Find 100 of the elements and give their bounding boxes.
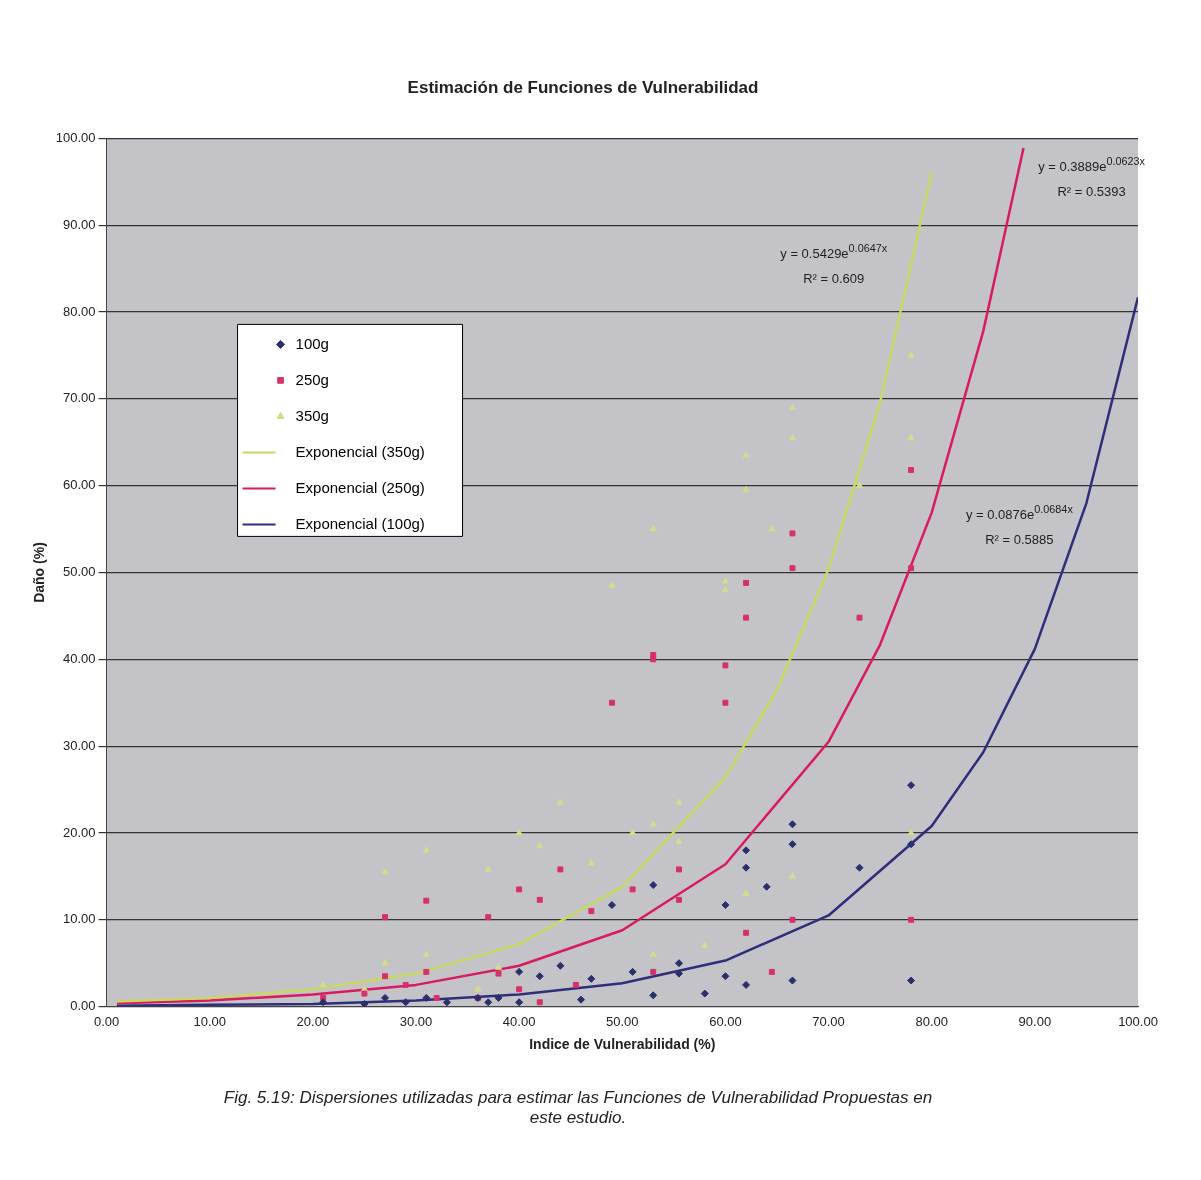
point — [587, 859, 595, 866]
point — [650, 656, 657, 663]
x-tick-label: 80.00 — [915, 1013, 948, 1029]
point — [675, 959, 684, 968]
point — [433, 994, 440, 1001]
point — [855, 481, 864, 488]
point — [516, 986, 523, 993]
point — [649, 525, 657, 532]
point — [856, 614, 863, 621]
x-tick-label: 100.00 — [1118, 1013, 1158, 1029]
point — [650, 968, 657, 975]
x-tick-label: 50.00 — [606, 1013, 639, 1029]
point — [742, 889, 750, 896]
legend-label: 350g — [295, 406, 329, 424]
x-axis-title: Indice de Vulnerabilidad (%) — [529, 1036, 716, 1053]
point — [484, 865, 492, 872]
point — [423, 897, 430, 904]
legend-label: 250g — [295, 370, 329, 388]
x-tick-label: 40.00 — [502, 1013, 536, 1029]
point — [494, 993, 503, 1002]
y-tick-label: 90.00 — [63, 216, 96, 232]
point — [675, 837, 683, 844]
point — [743, 929, 750, 936]
y-tick-label: 30.00 — [63, 737, 96, 753]
point — [721, 901, 730, 910]
point — [855, 863, 864, 872]
point — [907, 828, 915, 836]
point — [402, 981, 409, 988]
point — [556, 961, 565, 970]
point — [361, 990, 368, 997]
point — [319, 980, 327, 988]
point — [907, 351, 915, 358]
point — [768, 968, 775, 975]
point — [536, 896, 543, 903]
point — [907, 976, 916, 985]
point — [422, 993, 431, 1002]
point — [556, 798, 564, 805]
point — [788, 403, 796, 410]
x-tick-label: 70.00 — [812, 1013, 845, 1029]
point — [789, 565, 796, 572]
legend-label: Exponencial (350g) — [295, 442, 425, 460]
point — [789, 916, 796, 923]
point — [515, 998, 524, 1007]
x-tick-label: 20.00 — [296, 1013, 330, 1029]
caption: Fig. 5.19: Dispersiones utilizadas para estimar las Funciones de Vulnerabilidad Propuestas en este estudio. — [222, 1088, 934, 1128]
y-tick-label: 20.00 — [63, 824, 96, 840]
y-tick-label: 50.00 — [63, 564, 96, 580]
point — [360, 1000, 369, 1007]
point — [557, 866, 564, 873]
point — [515, 967, 524, 976]
point — [422, 950, 430, 957]
point — [722, 662, 729, 669]
point — [743, 579, 750, 586]
y-axis-title: Daño (%) — [31, 542, 48, 603]
x-tick-label: 90.00 — [1018, 1013, 1052, 1029]
point — [401, 998, 410, 1007]
y-tick-label: 10.00 — [63, 911, 96, 927]
point — [788, 433, 796, 441]
point — [608, 699, 615, 706]
point — [676, 866, 682, 873]
point — [722, 699, 729, 706]
point — [572, 981, 579, 988]
point — [907, 433, 915, 441]
point — [422, 846, 430, 853]
point — [515, 828, 523, 836]
point — [628, 967, 637, 976]
point — [788, 820, 797, 829]
point — [494, 963, 503, 970]
point — [649, 950, 657, 957]
point — [908, 916, 915, 923]
point — [908, 565, 915, 572]
point — [495, 970, 502, 977]
point — [788, 976, 797, 985]
point — [516, 886, 523, 893]
point — [381, 868, 389, 875]
x-tick-label: 0.00 — [93, 1013, 120, 1029]
point — [535, 972, 544, 981]
point — [762, 882, 771, 891]
point — [789, 530, 796, 537]
point — [442, 998, 451, 1007]
point — [788, 840, 797, 849]
x-tick-label: 10.00 — [193, 1013, 226, 1029]
y-tick-label: 80.00 — [63, 303, 96, 319]
point — [742, 980, 751, 989]
point — [788, 872, 796, 879]
point — [742, 451, 750, 458]
point — [577, 995, 586, 1004]
point — [908, 467, 915, 474]
point — [649, 820, 657, 827]
x-tick-label: 60.00 — [709, 1013, 742, 1029]
point — [608, 581, 616, 588]
point — [607, 901, 616, 910]
legend-label: 100g — [295, 334, 329, 352]
point — [423, 968, 430, 975]
point — [675, 969, 684, 978]
point — [587, 974, 596, 983]
point — [721, 577, 729, 584]
annotation: R² = 0.5885 — [985, 531, 1054, 548]
point — [649, 881, 658, 890]
point — [485, 914, 492, 921]
